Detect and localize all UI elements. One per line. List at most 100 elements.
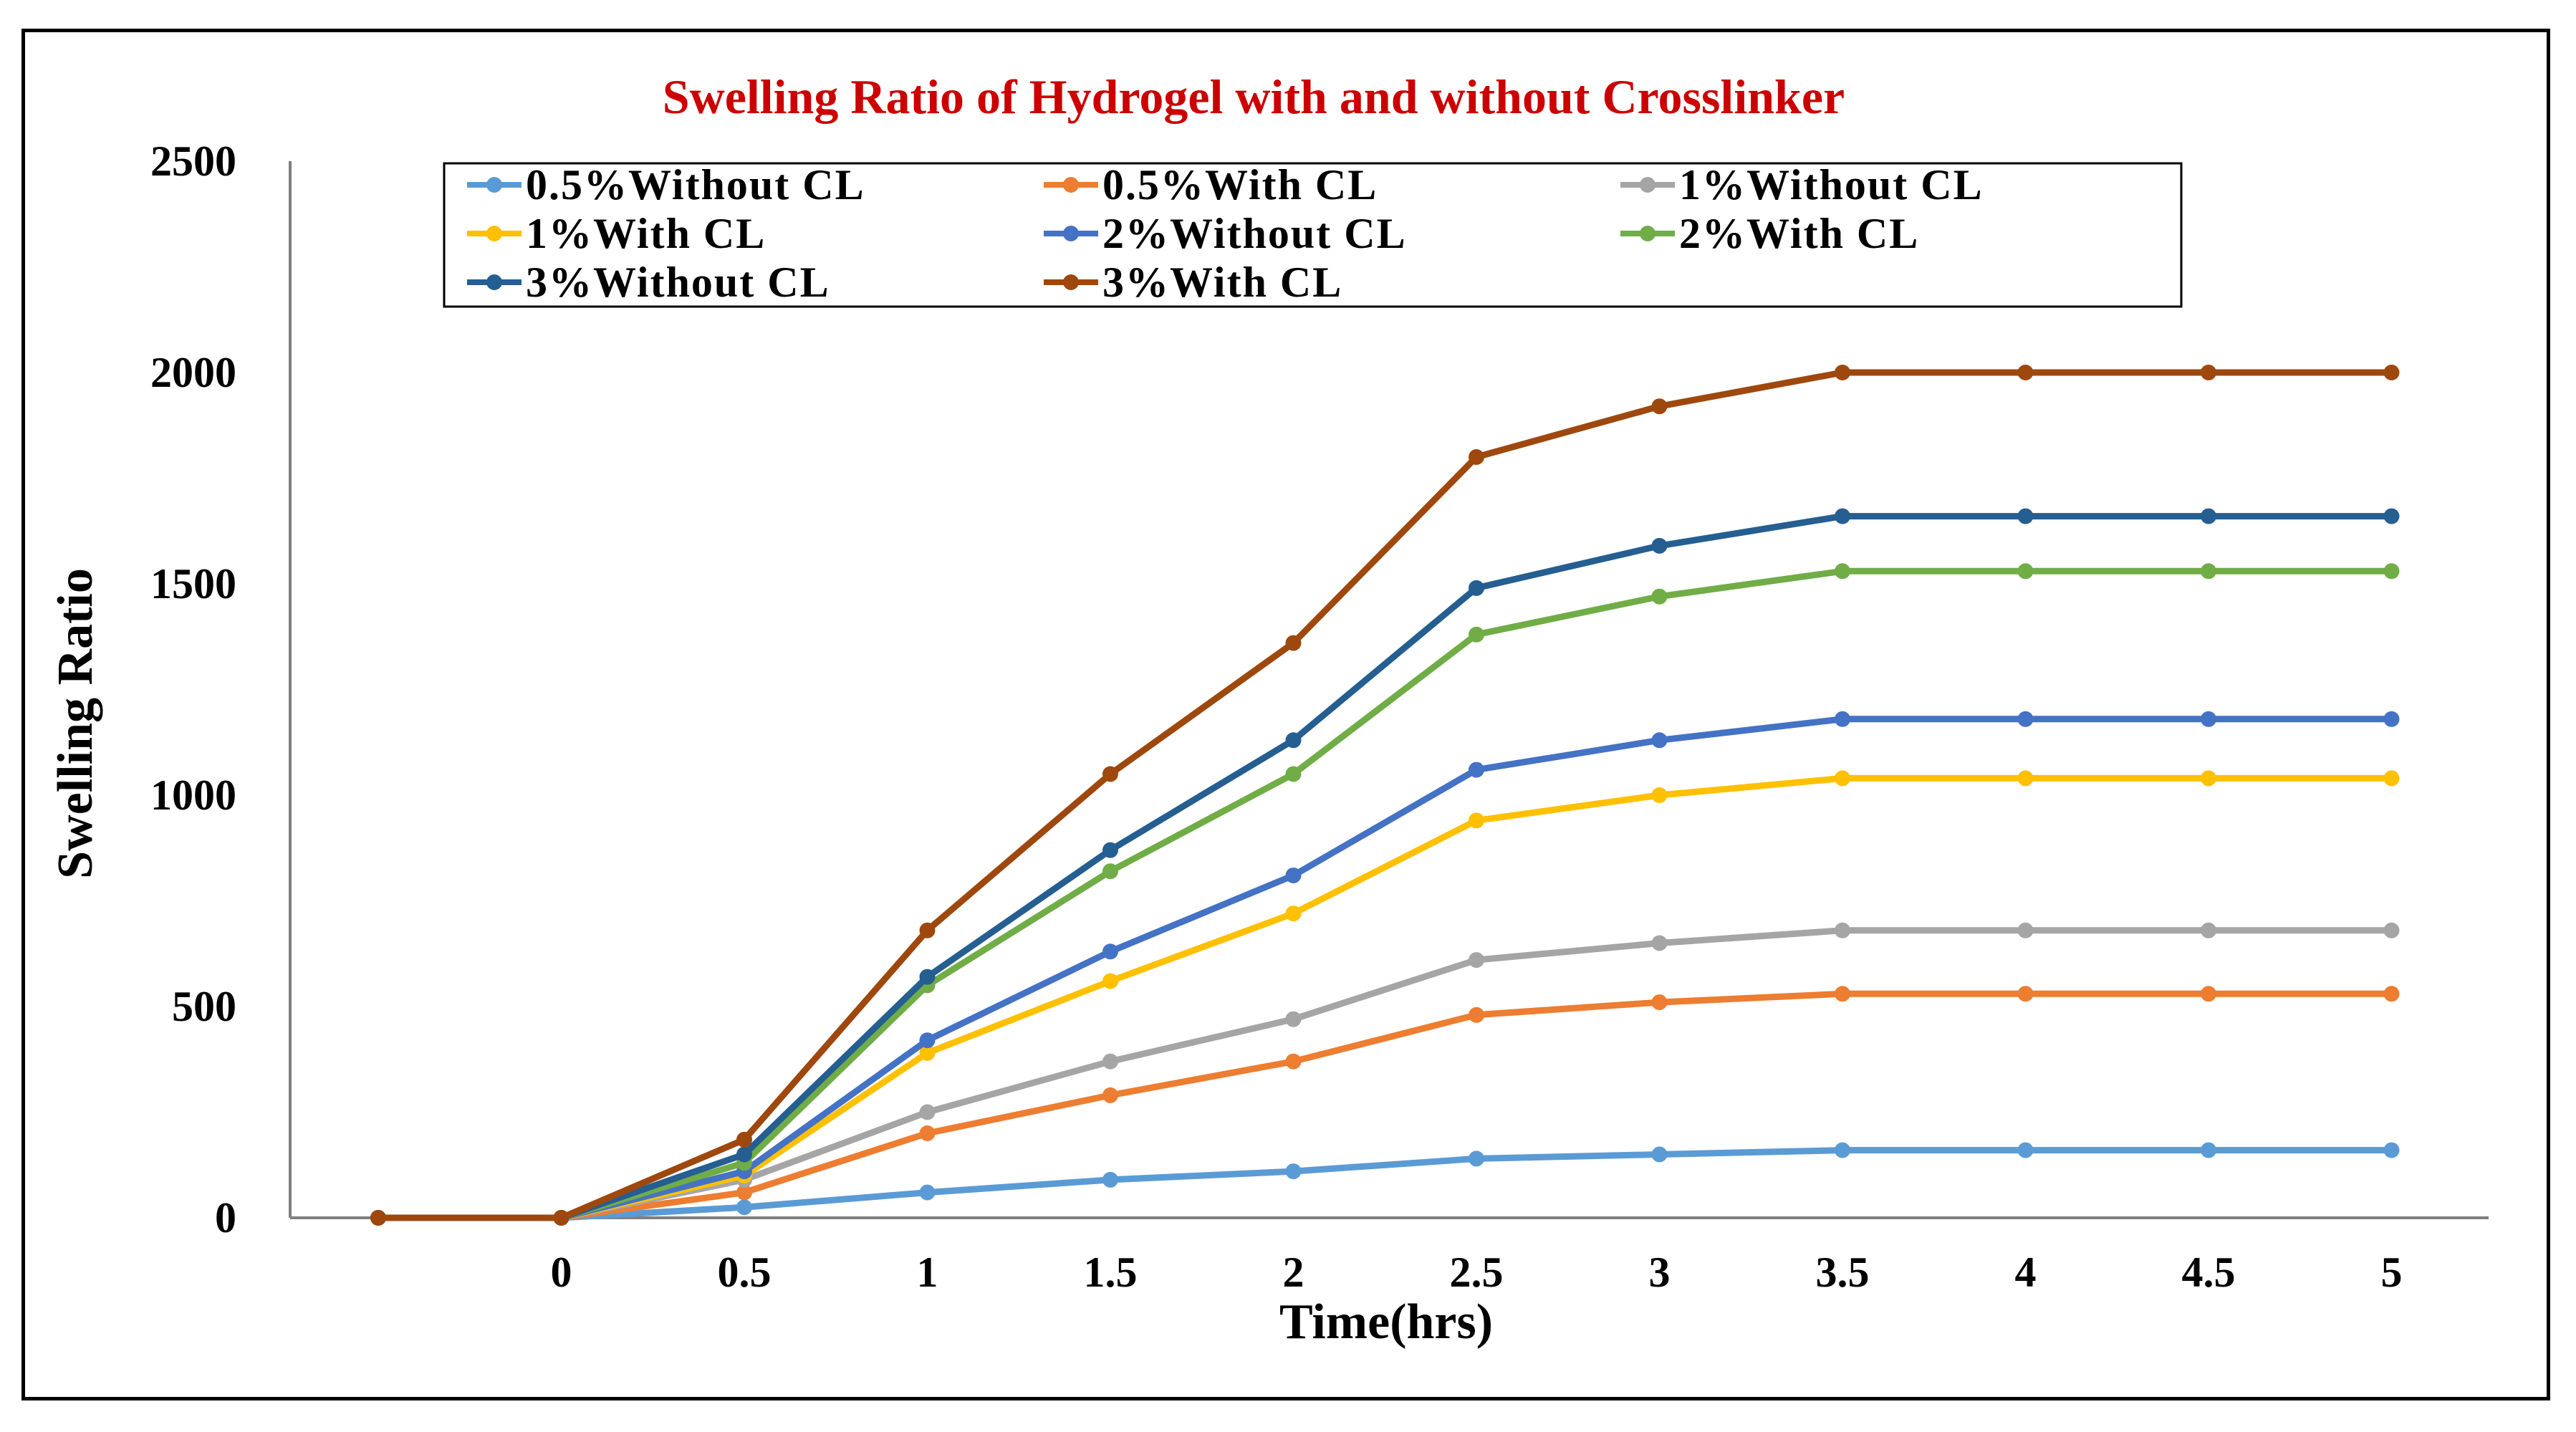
x-tick-label: 3.5 xyxy=(1816,1249,1870,1296)
data-point xyxy=(2383,563,2400,580)
series-line xyxy=(375,567,2395,1221)
data-point xyxy=(1469,580,1484,596)
data-point xyxy=(1469,1006,1484,1023)
data-point xyxy=(2017,1142,2034,1158)
legend-label: 1%Without CL xyxy=(1679,161,1984,208)
data-point xyxy=(2017,711,2034,727)
data-point xyxy=(1285,732,1302,749)
legend-label: 1%With CL xyxy=(526,210,766,257)
series-line xyxy=(375,990,2395,1221)
legend-label: 2%With CL xyxy=(1679,210,1919,257)
legend-swatch-marker xyxy=(486,274,502,290)
y-tick-label: 1000 xyxy=(150,772,236,819)
data-point xyxy=(370,1210,386,1226)
data-point xyxy=(1651,994,1668,1011)
x-tick-label: 0 xyxy=(551,1249,572,1296)
y-tick-labels: 0 500 1000 1500 2000 2500 xyxy=(150,138,236,1241)
data-point xyxy=(1285,905,1302,922)
data-point xyxy=(1102,863,1118,880)
data-point xyxy=(736,1199,752,1216)
data-point xyxy=(2201,770,2216,787)
data-point xyxy=(1835,770,1850,787)
data-point xyxy=(919,1104,936,1120)
data-point xyxy=(1285,1053,1302,1070)
data-point xyxy=(2201,1142,2216,1158)
x-tick-label: 0.5 xyxy=(718,1249,772,1296)
data-point xyxy=(2383,770,2400,787)
data-point xyxy=(2017,986,2034,1002)
legend-swatch-marker xyxy=(486,226,502,241)
data-point xyxy=(736,1184,752,1201)
series-line xyxy=(375,369,2395,1221)
y-axis-label: Swelling Ratio xyxy=(48,568,103,879)
data-point xyxy=(1469,812,1484,829)
data-point xyxy=(2201,563,2216,580)
legend-label: 3%Without CL xyxy=(526,259,830,306)
x-axis-label: Time(hrs) xyxy=(1279,1294,1493,1350)
legend-entry: 0.5%Without CL xyxy=(467,161,865,208)
series-1 xyxy=(370,1142,2400,1226)
y-tick-label: 0 xyxy=(215,1194,236,1241)
data-point xyxy=(1469,761,1484,778)
legend-swatch-marker xyxy=(1063,177,1079,193)
y-tick-label: 500 xyxy=(172,983,236,1030)
data-point xyxy=(1651,935,1668,951)
data-point xyxy=(2201,365,2216,380)
legend-entry: 3%With CL xyxy=(1044,259,1342,306)
data-point xyxy=(1835,1142,1850,1158)
data-point xyxy=(1651,732,1668,749)
data-point xyxy=(2201,986,2216,1002)
data-point xyxy=(1651,398,1668,415)
data-point xyxy=(919,969,936,985)
legend-swatch-marker xyxy=(1063,226,1079,241)
data-point xyxy=(1469,626,1484,643)
axes xyxy=(289,161,2489,1219)
legend-swatch-marker xyxy=(1063,274,1079,290)
legend-swatch-marker xyxy=(1640,226,1655,241)
data-point xyxy=(1469,952,1484,969)
data-point xyxy=(553,1210,569,1226)
data-point xyxy=(1651,588,1668,605)
data-point xyxy=(1285,766,1302,782)
data-point xyxy=(2201,711,2216,727)
series-5 xyxy=(370,711,2400,1226)
legend-entry: 3%Without CL xyxy=(467,259,830,306)
y-tick-label: 1500 xyxy=(150,560,236,607)
y-tick-label: 2000 xyxy=(150,349,236,396)
data-point xyxy=(2383,711,2400,727)
data-point xyxy=(1102,766,1118,782)
data-point xyxy=(1285,1011,1302,1027)
legend-entries: 0.5%Without CL 0.5%With CL 1%Without CL 1%W… xyxy=(467,161,1984,306)
series-4 xyxy=(370,770,2400,1226)
data-point xyxy=(1651,1146,1668,1163)
data-point xyxy=(2017,770,2034,787)
data-point xyxy=(1102,1171,1118,1188)
data-point xyxy=(1102,943,1118,960)
data-point xyxy=(919,1125,936,1141)
series-line xyxy=(375,1147,2395,1221)
data-point xyxy=(1651,537,1668,554)
data-point xyxy=(1835,508,1850,524)
legend-label: 3%With CL xyxy=(1102,259,1342,306)
x-tick-label: 1 xyxy=(917,1249,938,1296)
y-tick-label: 2500 xyxy=(150,138,236,185)
data-point xyxy=(2017,365,2034,380)
data-point xyxy=(2017,563,2034,580)
legend-label: 2%Without CL xyxy=(1102,210,1407,257)
data-point xyxy=(2383,922,2400,938)
data-point xyxy=(919,1184,936,1201)
data-point xyxy=(1835,711,1850,727)
x-tick-label: 3 xyxy=(1649,1249,1671,1296)
data-point xyxy=(1285,635,1302,651)
data-point xyxy=(919,922,936,938)
x-tick-label: 2 xyxy=(1283,1249,1304,1296)
data-point xyxy=(1102,973,1118,989)
series-group xyxy=(370,365,2400,1226)
data-point xyxy=(2017,508,2034,524)
x-tick-label: 1.5 xyxy=(1084,1249,1138,1296)
data-point xyxy=(1835,563,1850,580)
data-point xyxy=(2383,365,2400,380)
data-point xyxy=(736,1131,752,1148)
legend-label: 0.5%Without CL xyxy=(526,161,865,208)
